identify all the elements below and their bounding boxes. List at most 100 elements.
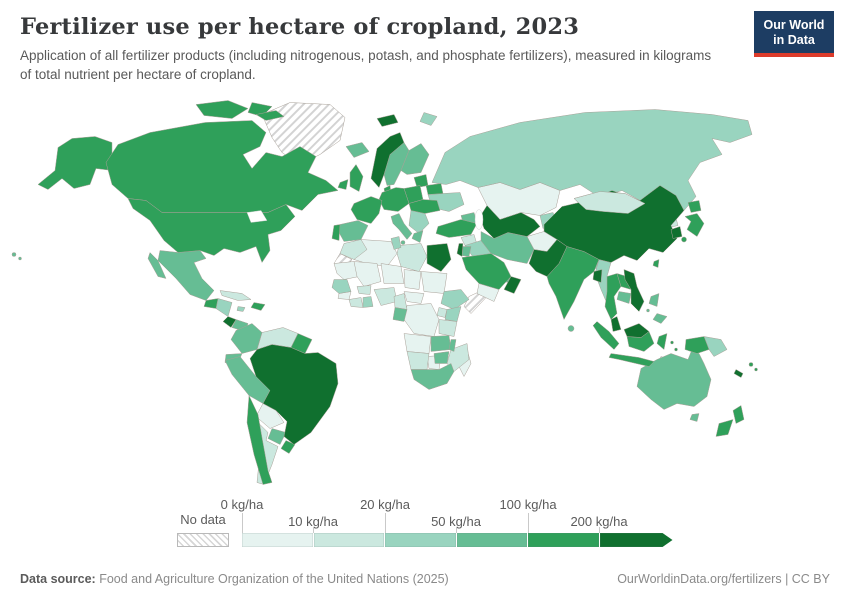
legend-bin-200-plus[interactable] bbox=[600, 533, 673, 547]
country-zambia[interactable] bbox=[430, 335, 452, 352]
country-chile[interactable] bbox=[246, 395, 273, 485]
country-moluccas-2[interactable] bbox=[674, 347, 678, 352]
country-mali[interactable] bbox=[353, 261, 382, 287]
country-south-africa[interactable] bbox=[410, 363, 455, 390]
country-sri-lanka[interactable] bbox=[567, 325, 575, 332]
country-cambodia[interactable] bbox=[616, 291, 632, 304]
country-saudi-arabia[interactable] bbox=[461, 253, 512, 290]
country-gabon-congo[interactable] bbox=[392, 307, 408, 322]
country-burkina-faso[interactable] bbox=[356, 285, 372, 295]
country-brazil[interactable] bbox=[249, 344, 339, 445]
country-fiji-1[interactable] bbox=[748, 362, 754, 367]
country-zimbabwe[interactable] bbox=[433, 351, 450, 364]
country-norway[interactable] bbox=[370, 132, 405, 188]
country-fiji-2[interactable] bbox=[754, 367, 758, 372]
country-israel[interactable] bbox=[456, 243, 464, 257]
country-germany[interactable] bbox=[378, 187, 410, 212]
country-australia[interactable] bbox=[636, 349, 712, 410]
country-baja-california[interactable] bbox=[147, 252, 167, 279]
country-balkans[interactable] bbox=[408, 210, 430, 234]
country-sicily[interactable] bbox=[400, 240, 406, 245]
country-moluccas-1[interactable] bbox=[670, 340, 674, 345]
country-sulawesi[interactable] bbox=[656, 333, 668, 350]
country-jamaica[interactable] bbox=[236, 306, 246, 312]
country-canada-arctic-1[interactable] bbox=[195, 100, 249, 119]
country-japan-honshu[interactable] bbox=[684, 213, 705, 237]
country-central-african-republic[interactable] bbox=[403, 291, 425, 304]
country-tasmania[interactable] bbox=[689, 413, 700, 422]
owid-logo[interactable]: Our World in Data bbox=[754, 11, 834, 57]
country-united-kingdom[interactable] bbox=[349, 164, 364, 192]
country-greece[interactable] bbox=[411, 230, 424, 243]
legend-bin-20-50[interactable] bbox=[385, 533, 456, 547]
country-ireland[interactable] bbox=[337, 179, 349, 190]
country-new-zealand-south[interactable] bbox=[715, 419, 734, 437]
country-chad[interactable] bbox=[403, 269, 422, 290]
country-taiwan[interactable] bbox=[652, 259, 660, 268]
country-angola[interactable] bbox=[403, 333, 432, 354]
country-spain[interactable] bbox=[338, 220, 369, 242]
legend-bin-100-200[interactable] bbox=[528, 533, 599, 547]
owid-link[interactable]: OurWorldinData.org/fertilizers | CC BY bbox=[617, 572, 830, 586]
country-paraguay[interactable] bbox=[267, 428, 287, 445]
country-hawaii-2[interactable] bbox=[18, 256, 22, 261]
country-pakistan[interactable] bbox=[528, 239, 568, 277]
country-japan-kyushu[interactable] bbox=[681, 236, 687, 243]
country-senegal[interactable] bbox=[331, 279, 352, 294]
country-philippines-visayas[interactable] bbox=[646, 308, 650, 313]
country-philippines-luzon[interactable] bbox=[648, 293, 660, 307]
legend-bin-10-20[interactable] bbox=[313, 533, 384, 547]
country-novaya-zemlya[interactable] bbox=[419, 112, 438, 126]
legend-bin-50-100[interactable] bbox=[456, 533, 527, 547]
country-japan-hokkaido[interactable] bbox=[687, 200, 702, 213]
country-philippines-mindanao[interactable] bbox=[652, 313, 668, 324]
country-ghana[interactable] bbox=[362, 296, 374, 308]
country-oman[interactable] bbox=[503, 276, 522, 294]
no-data-swatch[interactable] bbox=[177, 533, 229, 547]
country-java[interactable] bbox=[608, 353, 655, 367]
country-portugal[interactable] bbox=[331, 224, 341, 241]
country-iceland[interactable] bbox=[345, 142, 370, 158]
country-vietnam[interactable] bbox=[623, 269, 645, 312]
country-indonesian-papua[interactable] bbox=[684, 336, 710, 354]
country-uganda[interactable] bbox=[436, 307, 448, 318]
country-libya[interactable] bbox=[396, 243, 428, 272]
country-sudan[interactable] bbox=[420, 271, 448, 294]
country-mongolia-overlay[interactable] bbox=[573, 191, 646, 214]
country-malaysia-peninsular[interactable] bbox=[610, 316, 622, 332]
country-nigeria[interactable] bbox=[373, 287, 398, 306]
country-tunisia[interactable] bbox=[390, 236, 402, 250]
country-cameroon[interactable] bbox=[393, 293, 408, 310]
country-turkey[interactable] bbox=[435, 219, 478, 238]
country-dr-congo[interactable] bbox=[403, 303, 440, 337]
country-malawi[interactable] bbox=[448, 339, 457, 352]
country-canada-arctic-3[interactable] bbox=[255, 110, 285, 121]
country-morocco[interactable] bbox=[339, 239, 368, 260]
country-france[interactable] bbox=[350, 196, 383, 224]
country-mauritania[interactable] bbox=[333, 261, 360, 280]
country-cuba[interactable] bbox=[219, 290, 252, 301]
country-kenya[interactable] bbox=[444, 306, 462, 322]
country-hawaii[interactable] bbox=[11, 252, 17, 257]
country-italy[interactable] bbox=[390, 213, 413, 240]
country-borneo-malaysia[interactable] bbox=[623, 323, 650, 338]
country-ethiopia[interactable] bbox=[440, 289, 470, 310]
country-guatemala[interactable] bbox=[203, 298, 219, 309]
country-jordan[interactable] bbox=[461, 246, 472, 257]
country-mexico[interactable] bbox=[157, 250, 215, 301]
country-tanzania[interactable] bbox=[438, 319, 458, 337]
country-new-zealand-north[interactable] bbox=[732, 405, 745, 424]
country-finland[interactable] bbox=[400, 143, 430, 175]
legend-bin-0-10[interactable] bbox=[242, 533, 313, 547]
country-belarus[interactable] bbox=[425, 183, 444, 195]
country-sumatra[interactable] bbox=[592, 321, 620, 350]
country-central-europe-romania[interactable] bbox=[408, 199, 441, 214]
country-dominican-republic[interactable] bbox=[250, 302, 266, 311]
country-cote-divoire[interactable] bbox=[348, 297, 364, 308]
country-greenland[interactable] bbox=[261, 102, 346, 165]
country-honduras-nicaragua[interactable] bbox=[215, 298, 233, 317]
country-costa-rica[interactable] bbox=[222, 316, 237, 328]
country-south-korea[interactable] bbox=[670, 226, 683, 239]
country-alaska[interactable] bbox=[37, 136, 113, 190]
country-niger[interactable] bbox=[380, 263, 405, 284]
